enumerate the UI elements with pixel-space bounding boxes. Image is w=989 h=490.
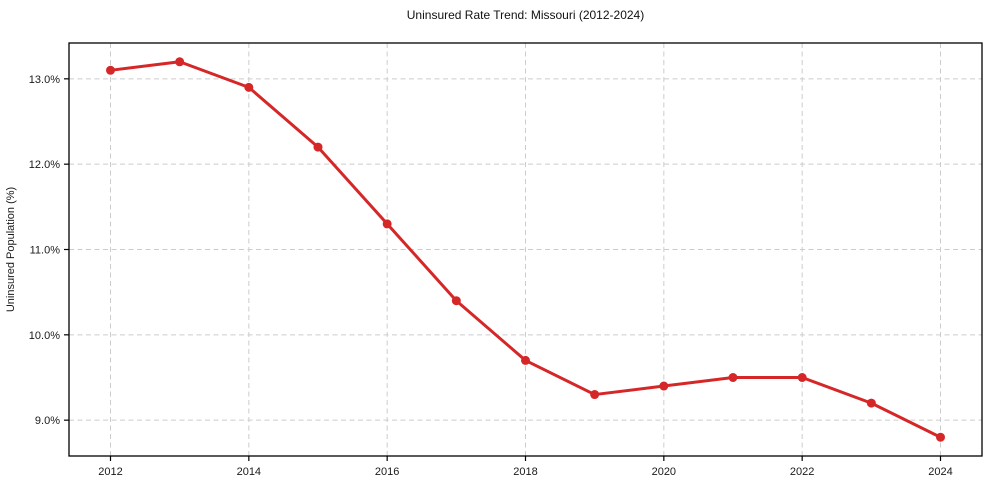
data-point (797, 372, 807, 382)
data-point (936, 432, 945, 442)
y-tick-label: 12.0% (29, 159, 60, 171)
data-point (382, 219, 392, 229)
y-tick-label: 13.0% (29, 74, 60, 86)
data-point (521, 355, 530, 365)
chart-title: Uninsured Rate Trend: Missouri (2012-202… (406, 8, 645, 22)
x-tick-label: 2012 (98, 466, 122, 478)
data-point (728, 372, 738, 382)
y-tick-label: 10.0% (29, 330, 60, 342)
y-tick-label: 11.0% (30, 245, 61, 257)
data-point (313, 142, 323, 152)
data-point (244, 82, 254, 92)
x-tick-label: 2020 (652, 466, 676, 478)
data-point (451, 296, 461, 306)
data-point (866, 398, 876, 408)
x-tick-label: 2016 (375, 466, 399, 478)
data-point (590, 390, 600, 400)
y-tick-label: 9.0% (35, 415, 60, 427)
data-point (106, 65, 115, 75)
x-tick-label: 2014 (237, 466, 261, 478)
y-axis-label: Uninsured Population (%) (5, 187, 17, 312)
x-tick-label: 2018 (513, 466, 537, 478)
x-tick-label: 2024 (928, 466, 952, 478)
data-point (659, 381, 669, 391)
x-tick-label: 2022 (790, 466, 814, 478)
data-point (175, 57, 185, 67)
